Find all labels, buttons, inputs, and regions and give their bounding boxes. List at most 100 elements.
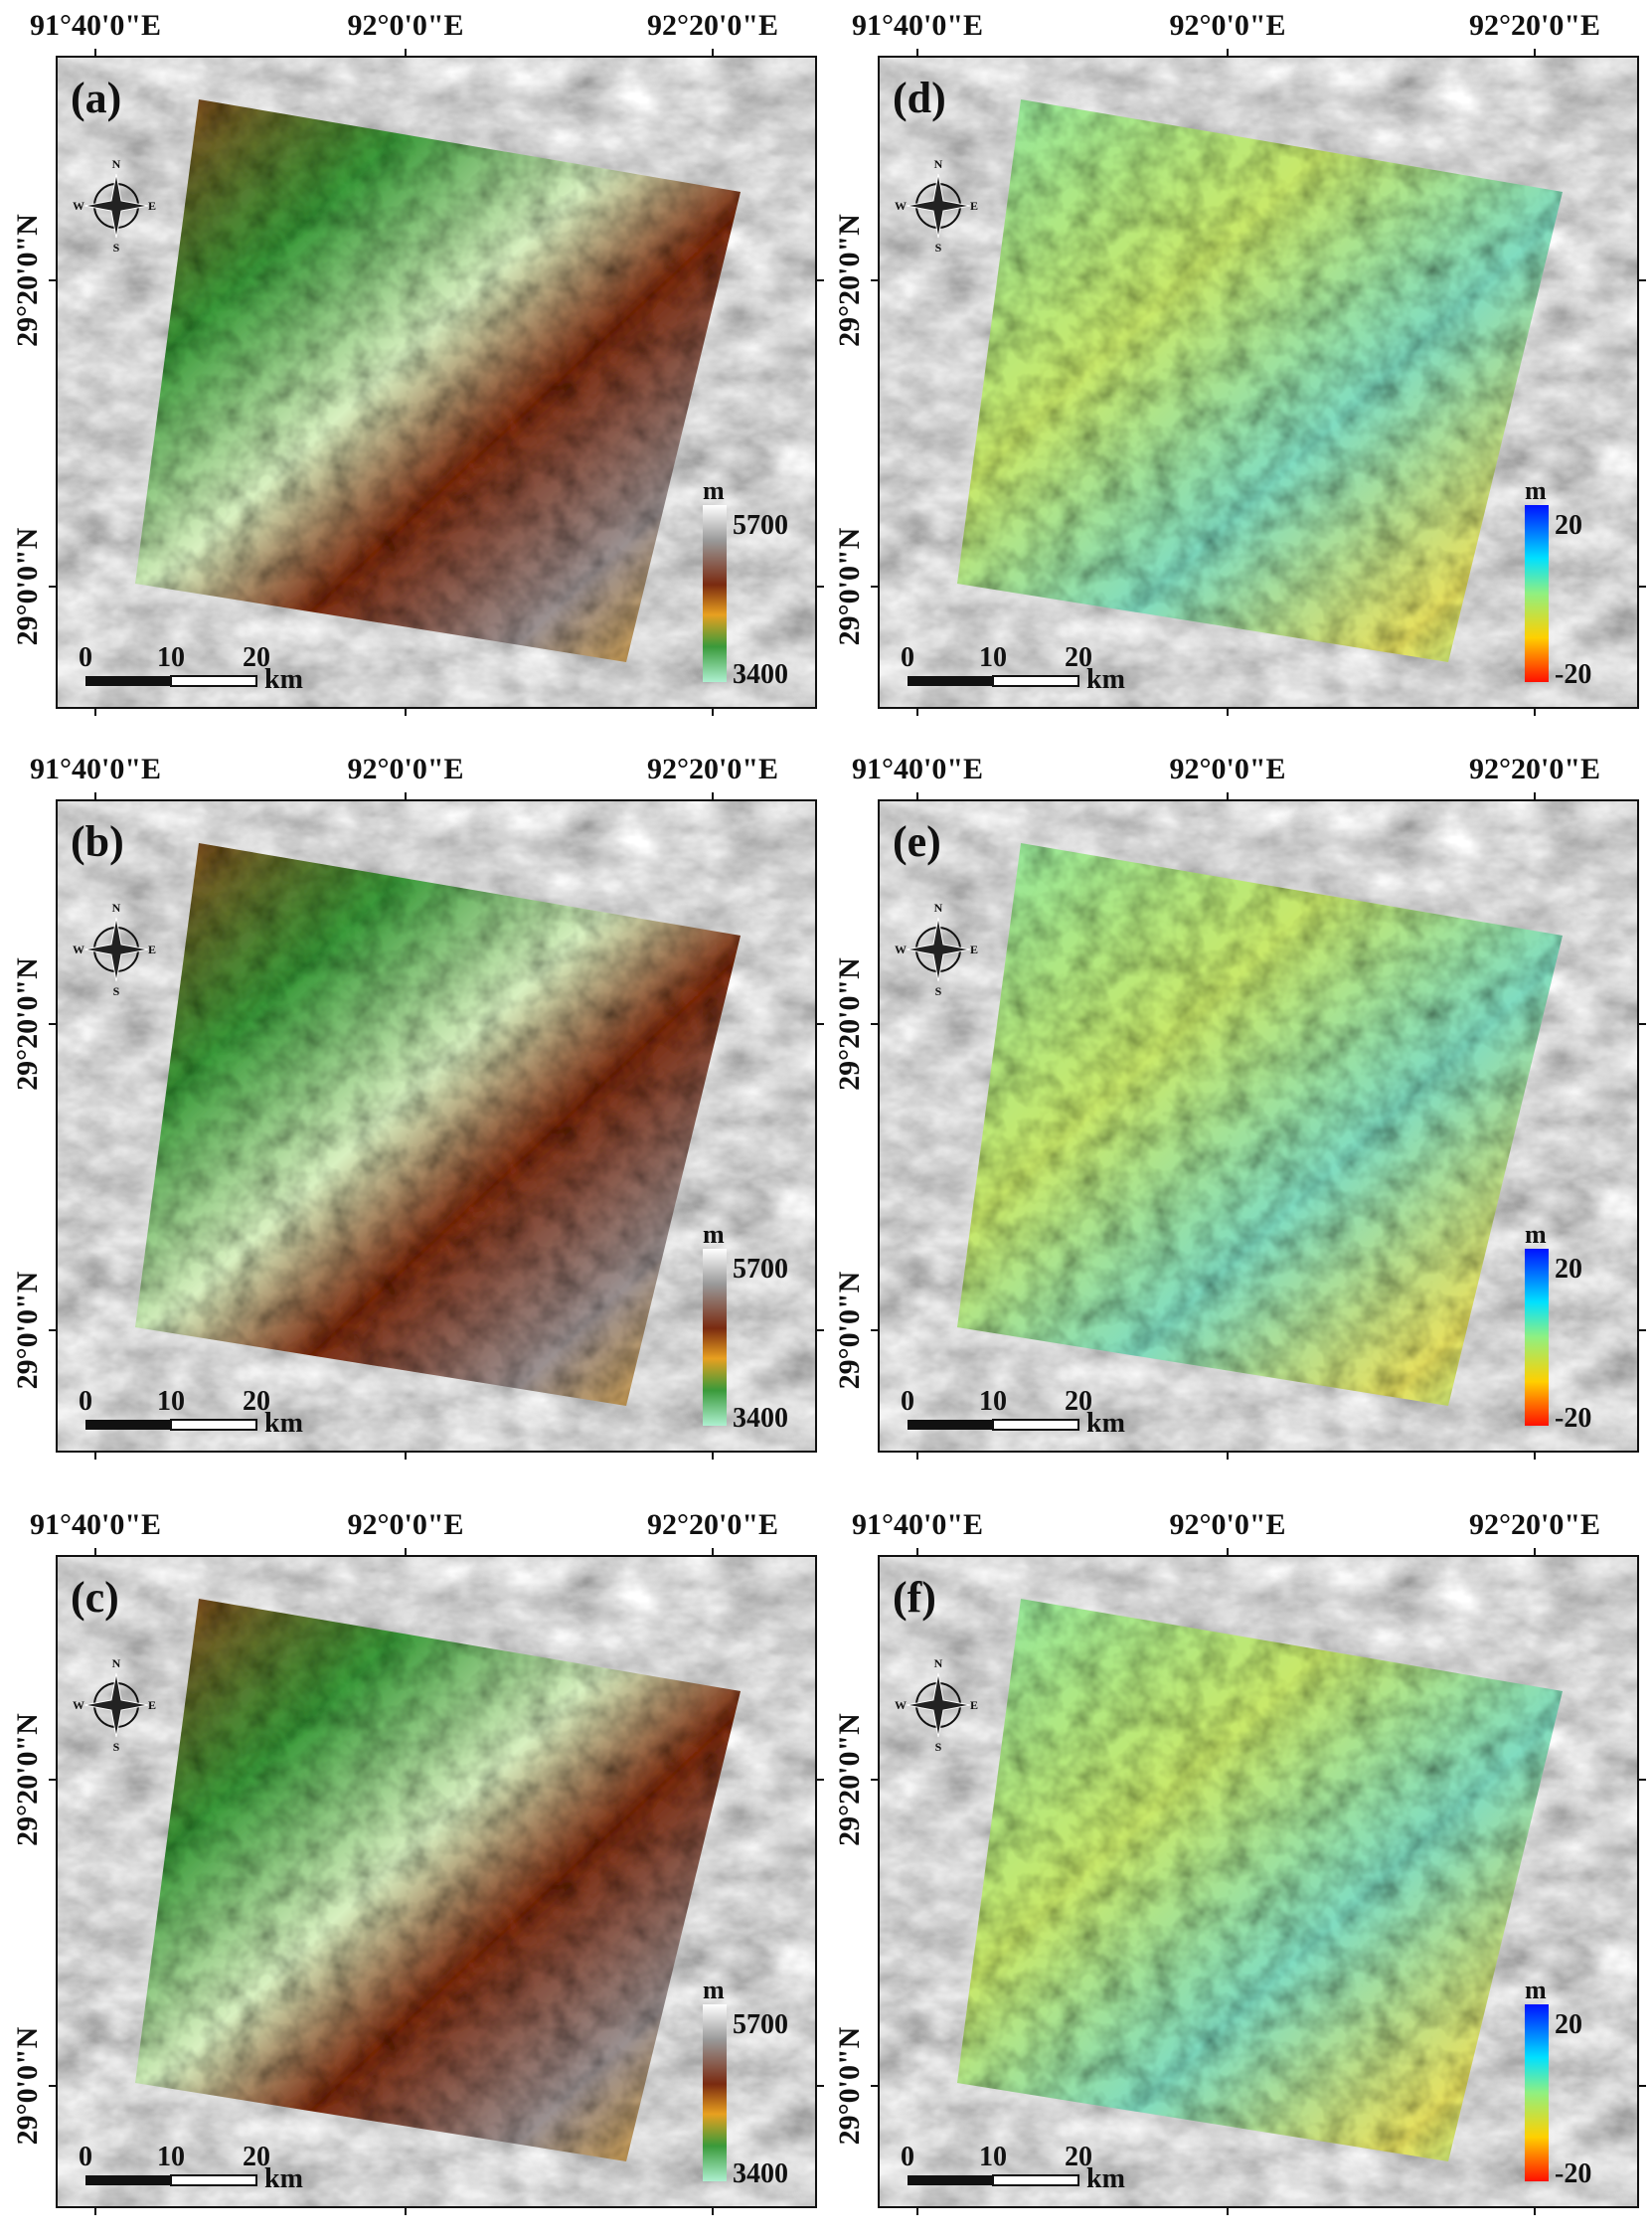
frame [878, 1555, 1639, 2208]
legend-min: -20 [1555, 659, 1591, 690]
scalebar-black [908, 2175, 993, 2185]
lat-label: 29°20'0"N [11, 214, 44, 347]
compass-letter: N [934, 157, 943, 171]
compass-letter: E [970, 943, 978, 956]
legend-max: 20 [1555, 1254, 1582, 1285]
legend-min: 3400 [733, 2158, 788, 2189]
scalebar-black [85, 2175, 171, 2185]
lat-label: 29°0'0"N [833, 527, 866, 645]
compass-letter: W [895, 943, 907, 956]
legend-unit: m [1525, 1220, 1547, 1249]
compass-letter: S [935, 1740, 942, 1754]
scalebar-tick: 10 [157, 1386, 185, 1417]
legend-min: 3400 [733, 1403, 788, 1434]
scalebar-unit: km [1086, 1408, 1125, 1439]
scalebar-white [992, 1419, 1079, 1431]
panel-label: (f) [893, 1573, 936, 1622]
map-panel: 91°40'0"E 92°0'0"E 92°20'0"E 29°20'0"N 29°0'… [11, 753, 824, 1460]
legend-min: 3400 [733, 659, 788, 690]
frame [56, 1555, 817, 2208]
map-panel: 91°40'0"E 92°0'0"E 92°20'0"E 29°20'0"N 29°0'… [833, 1508, 1646, 2215]
frame [56, 799, 817, 1453]
scalebar-tick: 20 [243, 642, 270, 673]
frame [878, 799, 1639, 1453]
compass: N E S W [73, 1656, 156, 1754]
raster [135, 843, 741, 1406]
scalebar-tick: 0 [901, 1386, 914, 1417]
lon-label: 91°40'0"E [30, 9, 161, 42]
compass-letter: N [934, 1656, 943, 1670]
scalebar-tick: 20 [1065, 642, 1092, 673]
panel-label: (c) [71, 1573, 119, 1622]
compass-letter: S [935, 984, 942, 998]
scalebar-tick: 0 [901, 642, 914, 673]
compass: N E S W [73, 901, 156, 998]
compass-letter: N [112, 157, 121, 171]
scalebar-white [170, 1419, 257, 1431]
lat-label: 29°20'0"N [11, 1713, 44, 1846]
map-panel: 91°40'0"E 92°0'0"E 92°20'0"E 29°20'0"N 29°0'… [11, 1508, 824, 2215]
compass-letter: W [895, 1698, 907, 1712]
lon-label: 92°20'0"E [647, 1508, 778, 1541]
map-panel: 91°40'0"E 92°0'0"E 92°20'0"E 29°20'0"N 29°0'… [833, 753, 1646, 1460]
lon-label: 92°0'0"E [1170, 1508, 1286, 1541]
compass-letter: S [113, 984, 120, 998]
compass: N E S W [895, 1656, 978, 1754]
scalebar-tick: 20 [1065, 1386, 1092, 1417]
compass-letter: N [112, 901, 121, 915]
lat-label: 29°20'0"N [833, 214, 866, 347]
lon-label: 92°0'0"E [1170, 753, 1286, 785]
compass: N E S W [73, 157, 156, 255]
lon-label: 91°40'0"E [852, 753, 983, 785]
scalebar-tick: 10 [979, 642, 1007, 673]
map-panel: 91°40'0"E 92°0'0"E 92°20'0"E 29°20'0"N 29°0'… [11, 9, 824, 716]
lon-label: 91°40'0"E [30, 1508, 161, 1541]
legend-max: 5700 [733, 1254, 788, 1285]
compass-letter: W [73, 1698, 84, 1712]
colorbar [1525, 1249, 1549, 1426]
compass-letter: W [895, 199, 907, 213]
scalebar-white [992, 675, 1079, 687]
scalebar-tick: 10 [157, 2142, 185, 2172]
legend-min: -20 [1555, 1403, 1591, 1434]
legend-unit: m [1525, 476, 1547, 505]
scalebar-white [992, 2174, 1079, 2186]
colorbar [703, 2004, 727, 2181]
lon-label: 92°20'0"E [1469, 9, 1600, 42]
lon-label: 92°0'0"E [348, 1508, 464, 1541]
lat-label: 29°0'0"N [11, 2026, 44, 2145]
legend-unit: m [703, 1220, 725, 1249]
scalebar-tick: 20 [1065, 2142, 1092, 2172]
legend-unit: m [1525, 1976, 1547, 2004]
lon-label: 92°20'0"E [1469, 1508, 1600, 1541]
legend-unit: m [703, 476, 725, 505]
scalebar-tick: 10 [979, 2142, 1007, 2172]
scalebar-tick: 0 [79, 1386, 92, 1417]
scalebar-black [908, 1420, 993, 1430]
raster [957, 99, 1563, 662]
lon-label: 92°20'0"E [647, 9, 778, 42]
compass-letter: E [148, 199, 156, 213]
panel-label: (b) [71, 817, 124, 866]
compass-letter: N [934, 901, 943, 915]
lat-label: 29°0'0"N [11, 1271, 44, 1389]
scalebar-tick: 0 [901, 2142, 914, 2172]
colorbar [1525, 2004, 1549, 2181]
raster [135, 1599, 741, 2161]
scalebar-black [85, 676, 171, 686]
map-panel: 91°40'0"E 92°0'0"E 92°20'0"E 29°20'0"N 29°0'… [833, 9, 1646, 716]
raster [135, 99, 741, 662]
raster [957, 843, 1563, 1406]
compass: N E S W [895, 157, 978, 255]
compass-star [906, 173, 971, 239]
scalebar-unit: km [1086, 664, 1125, 695]
panel-label: (e) [893, 817, 941, 866]
scalebar-tick: 10 [157, 642, 185, 673]
scalebar-tick: 20 [243, 2142, 270, 2172]
scalebar-unit: km [264, 664, 303, 695]
legend-max: 20 [1555, 510, 1582, 541]
compass-letter: S [113, 1740, 120, 1754]
scalebar-white [170, 2174, 257, 2186]
